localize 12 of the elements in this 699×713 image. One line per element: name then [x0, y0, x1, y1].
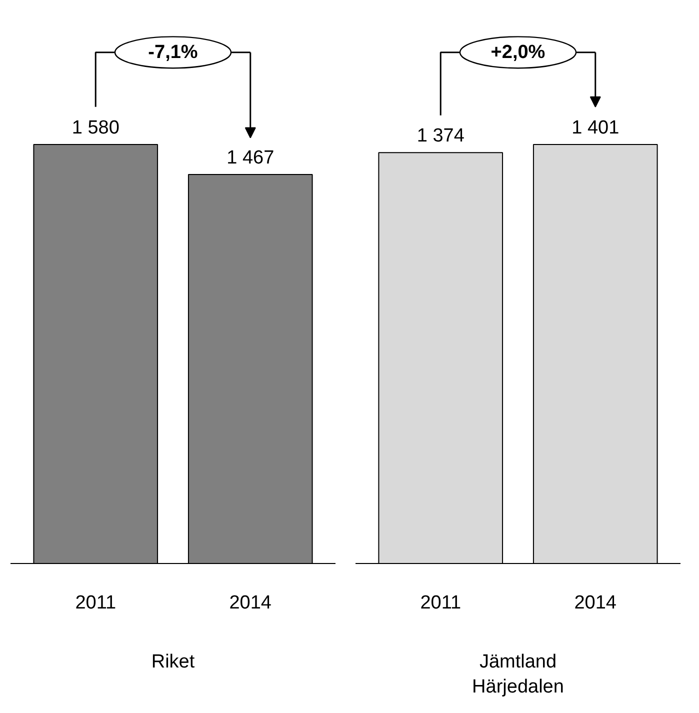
- x-axis-title: Riket: [151, 652, 196, 672]
- text: +2,0%: [490, 42, 546, 63]
- data-label: 1 401: [572, 118, 620, 139]
- x-tick-label: 2014: [229, 592, 272, 614]
- x-axis-title: Jämtland Härjedalen: [472, 652, 564, 698]
- data-label: 1 580: [72, 118, 120, 139]
- text: -7,1%: [148, 42, 198, 63]
- data-label: 1 374: [416, 126, 465, 147]
- x-tick-label: 2014: [574, 592, 617, 614]
- x-tick-label: 2011: [420, 592, 462, 614]
- x-tick-label: 2011: [75, 592, 116, 614]
- data-label: 1 467: [226, 148, 274, 169]
